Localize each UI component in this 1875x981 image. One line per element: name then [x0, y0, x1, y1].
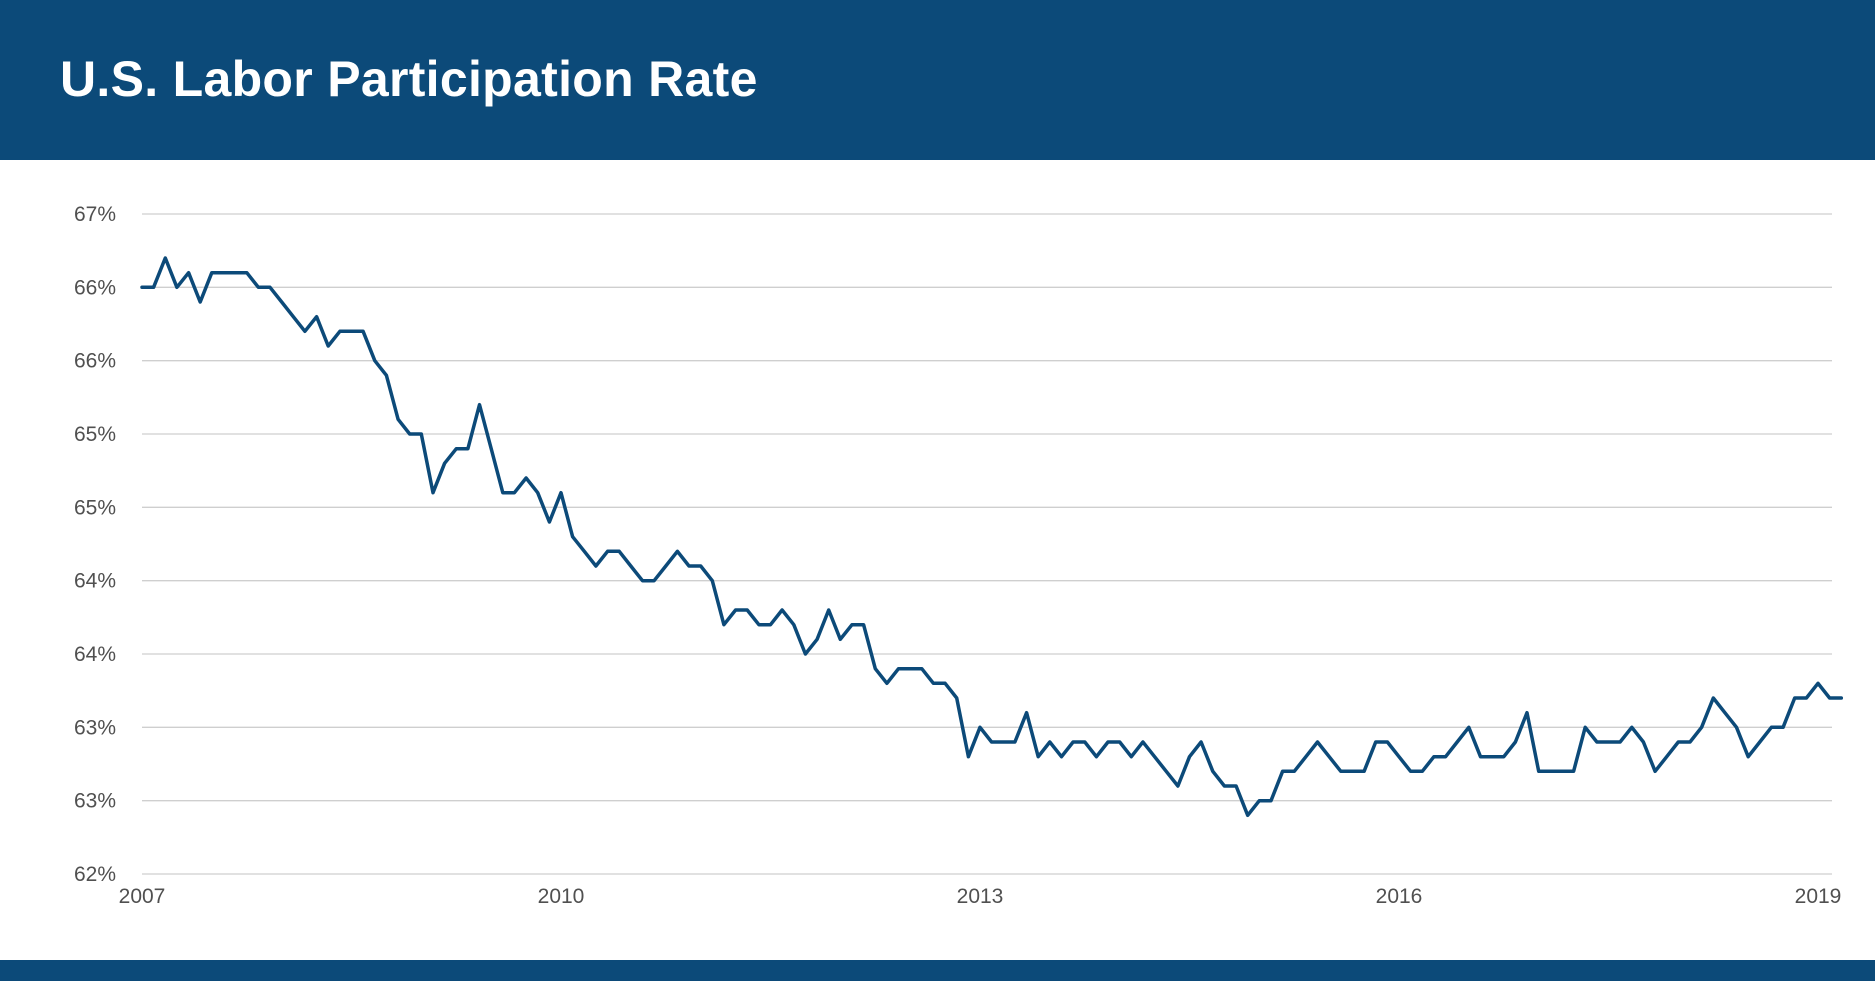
- x-tick-label: 2013: [957, 885, 1004, 908]
- y-tick-label: 65%: [74, 496, 116, 519]
- x-tick-label: 2007: [119, 885, 166, 908]
- x-tick-label: 2019: [1795, 885, 1842, 908]
- header-banner: U.S. Labor Participation Rate: [0, 0, 1875, 160]
- footer-bar: [0, 960, 1875, 981]
- x-tick-label: 2010: [538, 885, 585, 908]
- y-tick-label: 66%: [74, 350, 116, 373]
- y-tick-label: 66%: [74, 276, 116, 299]
- line-chart: 62%63%63%64%64%65%65%66%66%67% 2007 2010 2…: [74, 203, 1844, 908]
- y-tick-label: 63%: [74, 790, 116, 813]
- x-axis-ticks: 2007 2010 2013 2016 2019: [119, 885, 1842, 908]
- y-axis-ticks: 62% 63% 63% 64% 64% 65% 65% 66% 66% 67%: [74, 203, 116, 886]
- y-tick-label: 64%: [74, 570, 116, 593]
- y-tick-label: 62%: [74, 863, 116, 886]
- series-line-0: [140, 256, 1844, 818]
- y-tick-label: 65%: [74, 423, 116, 446]
- chart-title: U.S. Labor Participation Rate: [60, 51, 758, 107]
- y-tick-label: 63%: [74, 716, 116, 739]
- x-tick-label: 2016: [1376, 885, 1423, 908]
- y-tick-label: 64%: [74, 643, 116, 666]
- series-layer: [140, 256, 1844, 818]
- gridlines: [142, 213, 1832, 875]
- y-tick-label: 67%: [74, 203, 116, 226]
